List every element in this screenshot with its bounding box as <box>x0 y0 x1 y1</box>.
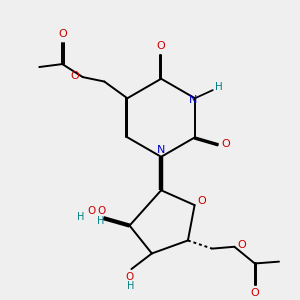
Text: O: O <box>237 239 246 250</box>
Text: O: O <box>157 41 166 51</box>
Text: O: O <box>58 29 67 39</box>
Text: O: O <box>198 196 206 206</box>
Text: O: O <box>98 206 106 216</box>
Text: O: O <box>87 206 95 217</box>
Text: O: O <box>125 272 134 281</box>
Text: H: H <box>215 82 223 92</box>
Text: N: N <box>157 145 165 155</box>
Text: O: O <box>250 288 259 298</box>
Text: H: H <box>77 212 84 222</box>
Text: H: H <box>97 216 104 226</box>
Text: H: H <box>127 281 134 291</box>
Text: N: N <box>189 95 197 105</box>
Text: O: O <box>70 71 79 81</box>
Text: O: O <box>222 139 230 149</box>
